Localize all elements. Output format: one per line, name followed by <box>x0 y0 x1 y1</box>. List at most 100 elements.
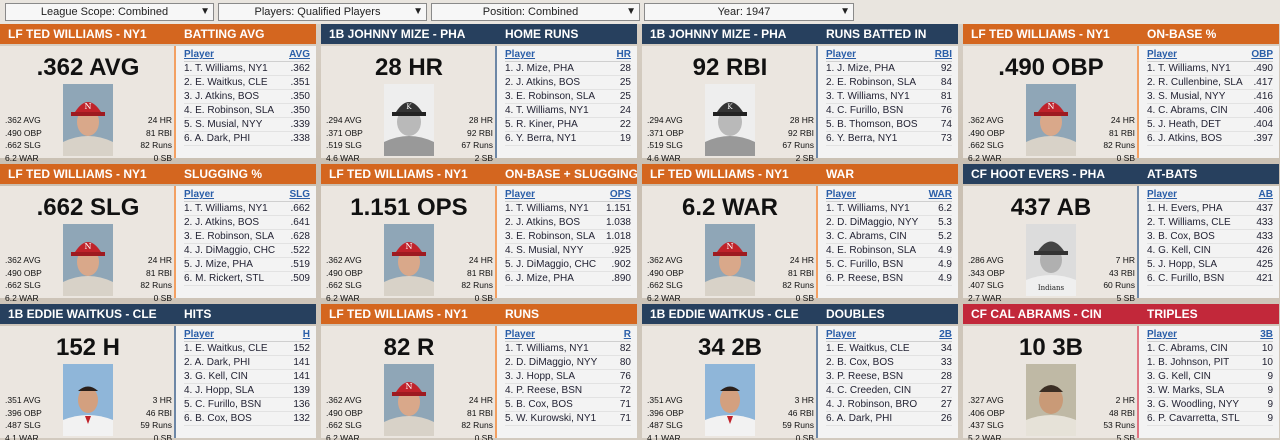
list-item[interactable]: 6. P. Reese, BSN 4.9 <box>826 272 952 286</box>
player-header[interactable]: LF TED WILLIAMS - NY1 <box>963 24 1139 44</box>
category-header[interactable]: RUNS <box>497 304 637 324</box>
year-dropdown[interactable]: Year: 1947 ▼ <box>644 3 854 21</box>
player-header[interactable]: 1B EDDIE WAITKUS - CLE <box>0 304 176 324</box>
player-header[interactable]: LF TED WILLIAMS - NY1 <box>0 24 176 44</box>
list-item[interactable]: 1. B. Johnson, PIT 10 <box>1147 356 1273 370</box>
player-photo[interactable]: N <box>63 224 113 296</box>
list-item[interactable]: 3. J. Hopp, SLA 76 <box>505 370 631 384</box>
list-item[interactable]: 3. S. Musial, NYY .416 <box>1147 90 1273 104</box>
player-header[interactable]: 1B JOHNNY MIZE - PHA <box>642 24 818 44</box>
player-photo[interactable]: N <box>384 364 434 436</box>
list-item[interactable]: 4. S. Musial, NYY .925 <box>505 244 631 258</box>
stat-column-header[interactable]: HR <box>616 49 631 60</box>
list-item[interactable]: 5. B. Thomson, BOS 74 <box>826 118 952 132</box>
category-header[interactable]: ON-BASE + SLUGGING <box>497 164 637 184</box>
list-item[interactable]: 2. T. Williams, CLE 433 <box>1147 216 1273 230</box>
category-header[interactable]: WAR <box>818 164 958 184</box>
category-header[interactable]: AT-BATS <box>1139 164 1279 184</box>
list-item[interactable]: 4. C. Furillo, BSN 76 <box>826 104 952 118</box>
players-dropdown[interactable]: Players: Qualified Players ▼ <box>218 3 427 21</box>
list-item[interactable]: 2. J. Atkins, BOS 1.038 <box>505 216 631 230</box>
player-column-header[interactable]: Player <box>1147 49 1178 60</box>
list-item[interactable]: 3. G. Kell, CIN 141 <box>184 370 310 384</box>
player-header[interactable]: LF TED WILLIAMS - NY1 <box>321 304 497 324</box>
list-item[interactable]: 1. E. Waitkus, CLE 152 <box>184 342 310 356</box>
list-item[interactable]: 3. T. Williams, NY1 81 <box>826 90 952 104</box>
category-header[interactable]: DOUBLES <box>818 304 958 324</box>
player-photo[interactable]: N <box>384 224 434 296</box>
player-column-header[interactable]: Player <box>1147 329 1178 340</box>
player-header[interactable]: 1B JOHNNY MIZE - PHA <box>321 24 497 44</box>
list-item[interactable]: 1. T. Williams, NY1 .362 <box>184 62 310 76</box>
list-item[interactable]: 5. J. Hopp, SLA 425 <box>1147 258 1273 272</box>
list-item[interactable]: 5. C. Furillo, BSN 136 <box>184 398 310 412</box>
list-item[interactable]: 6. C. Furillo, BSN 421 <box>1147 272 1273 286</box>
list-item[interactable]: 3. E. Robinson, SLA 1.018 <box>505 230 631 244</box>
list-item[interactable]: 3. P. Reese, BSN 28 <box>826 370 952 384</box>
list-item[interactable]: 6. A. Dark, PHI .338 <box>184 132 310 146</box>
list-item[interactable]: 2. D. DiMaggio, NYY 5.3 <box>826 216 952 230</box>
stat-column-header[interactable]: AVG <box>289 49 310 60</box>
list-item[interactable]: 5. J. Heath, DET .404 <box>1147 118 1273 132</box>
list-item[interactable]: 1. E. Waitkus, CLE 34 <box>826 342 952 356</box>
player-header[interactable]: CF CAL ABRAMS - CIN <box>963 304 1139 324</box>
player-column-header[interactable]: Player <box>505 189 536 200</box>
list-item[interactable]: 3. B. Cox, BOS 433 <box>1147 230 1273 244</box>
list-item[interactable]: 4. G. Kell, CIN 426 <box>1147 244 1273 258</box>
list-item[interactable]: 6. Y. Berra, NY1 73 <box>826 132 952 146</box>
list-item[interactable]: 4. T. Williams, NY1 24 <box>505 104 631 118</box>
list-item[interactable]: 5. J. Mize, PHA .519 <box>184 258 310 272</box>
player-photo[interactable]: K <box>705 84 755 156</box>
player-header[interactable]: LF TED WILLIAMS - NY1 <box>0 164 176 184</box>
list-item[interactable]: 6. Y. Berra, NY1 19 <box>505 132 631 146</box>
player-header[interactable]: 1B EDDIE WAITKUS - CLE <box>642 304 818 324</box>
list-item[interactable]: 4. C. Creeden, CIN 27 <box>826 384 952 398</box>
list-item[interactable]: 4. E. Robinson, SLA 4.9 <box>826 244 952 258</box>
list-item[interactable]: 1. J. Mize, PHA 28 <box>505 62 631 76</box>
list-item[interactable]: 4. J. DiMaggio, CHC .522 <box>184 244 310 258</box>
list-item[interactable]: 4. E. Robinson, SLA .350 <box>184 104 310 118</box>
list-item[interactable]: 3. W. Marks, SLA 9 <box>1147 384 1273 398</box>
list-item[interactable]: 1. T. Williams, NY1 .490 <box>1147 62 1273 76</box>
player-column-header[interactable]: Player <box>184 189 215 200</box>
list-item[interactable]: 1. C. Abrams, CIN 10 <box>1147 342 1273 356</box>
player-photo[interactable] <box>1026 364 1076 436</box>
player-photo[interactable]: N <box>1026 84 1076 156</box>
list-item[interactable]: 2. E. Robinson, SLA 84 <box>826 76 952 90</box>
list-item[interactable]: 3. E. Robinson, SLA 25 <box>505 90 631 104</box>
list-item[interactable]: 2. E. Waitkus, CLE .351 <box>184 76 310 90</box>
player-header[interactable]: LF TED WILLIAMS - NY1 <box>321 164 497 184</box>
list-item[interactable]: 6. P. Cavarretta, STL 9 <box>1147 412 1273 426</box>
player-column-header[interactable]: Player <box>826 189 857 200</box>
list-item[interactable]: 2. A. Dark, PHI 141 <box>184 356 310 370</box>
list-item[interactable]: 1. T. Williams, NY1 1.151 <box>505 202 631 216</box>
player-photo[interactable] <box>63 364 113 436</box>
stat-column-header[interactable]: WAR <box>928 189 952 200</box>
category-header[interactable]: ON-BASE % <box>1139 24 1279 44</box>
player-column-header[interactable]: Player <box>1147 189 1178 200</box>
player-column-header[interactable]: Player <box>826 329 857 340</box>
list-item[interactable]: 4. C. Abrams, CIN .406 <box>1147 104 1273 118</box>
list-item[interactable]: 5. C. Furillo, BSN 4.9 <box>826 258 952 272</box>
category-header[interactable]: RUNS BATTED IN <box>818 24 958 44</box>
list-item[interactable]: 5. R. Kiner, PHA 22 <box>505 118 631 132</box>
category-header[interactable]: HOME RUNS <box>497 24 637 44</box>
list-item[interactable]: 2. R. Cullenbine, SLA .417 <box>1147 76 1273 90</box>
stat-column-header[interactable]: AB <box>1258 189 1273 200</box>
list-item[interactable]: 6. B. Cox, BOS 132 <box>184 412 310 426</box>
list-item[interactable]: 2. D. DiMaggio, NYY 80 <box>505 356 631 370</box>
list-item[interactable]: 3. G. Woodling, NYY 9 <box>1147 398 1273 412</box>
player-photo[interactable]: Indians <box>1026 224 1076 296</box>
player-column-header[interactable]: Player <box>826 49 857 60</box>
player-column-header[interactable]: Player <box>505 329 536 340</box>
player-column-header[interactable]: Player <box>184 49 215 60</box>
category-header[interactable]: HITS <box>176 304 316 324</box>
list-item[interactable]: 6. J. Mize, PHA .890 <box>505 272 631 286</box>
list-item[interactable]: 2. J. Atkins, BOS .641 <box>184 216 310 230</box>
stat-column-header[interactable]: RBI <box>934 49 952 60</box>
stat-column-header[interactable]: 2B <box>939 329 952 340</box>
list-item[interactable]: 6. M. Rickert, STL .509 <box>184 272 310 286</box>
list-item[interactable]: 3. C. Abrams, CIN 5.2 <box>826 230 952 244</box>
league-scope-dropdown[interactable]: League Scope: Combined ▼ <box>5 3 214 21</box>
list-item[interactable]: 2. J. Atkins, BOS 25 <box>505 76 631 90</box>
